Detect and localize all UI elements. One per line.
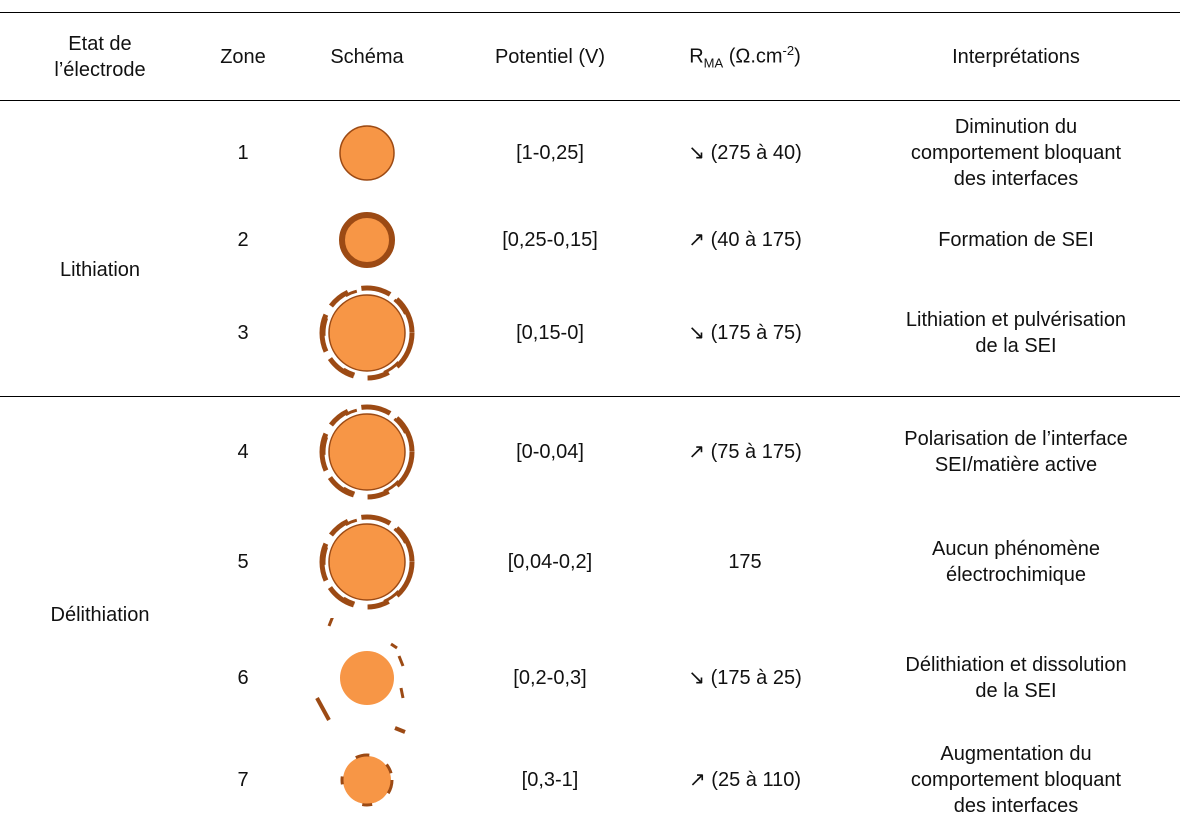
interpretation-line: Délithiation et dissolution <box>905 654 1127 676</box>
interpretation: Formation de SEI <box>860 195 1172 285</box>
header-resistance: RMA (Ω.cm-2) <box>650 14 840 100</box>
schema-part <box>319 285 415 381</box>
header-zone: Zone <box>220 46 266 68</box>
zone: 2 <box>237 229 249 251</box>
interpretation-line: Formation de SEI <box>938 229 1094 251</box>
resistance: ↗ (40 à 175) <box>688 229 802 251</box>
interpretation-line: Augmentation du <box>940 743 1092 765</box>
header-text: RMA (Ω.cm-2) <box>689 38 801 77</box>
schema <box>340 753 394 807</box>
zone: 6 <box>237 667 249 689</box>
schema-part <box>322 407 412 497</box>
schema-part <box>397 655 405 667</box>
resistance: ↗ (75 à 175) <box>688 441 802 463</box>
schema <box>319 514 415 610</box>
interpretation-line: électrochimique <box>945 564 1087 586</box>
header-interpretation: Interprétations <box>952 46 1080 68</box>
interpretation: Diminution du comportement bloquant des in… <box>860 108 1172 198</box>
schema-part <box>340 753 394 807</box>
close: ) <box>794 45 801 68</box>
potential: [0-0,04] <box>516 441 584 463</box>
schema-part <box>322 288 412 378</box>
schema-part <box>394 726 406 734</box>
zone: 7 <box>237 769 249 791</box>
interpretation: Polarisation de l’interface SEI/matière a… <box>860 407 1172 497</box>
header-schema: Schéma <box>330 46 404 68</box>
schema <box>319 404 415 500</box>
interpretation-line: de la SEI <box>975 335 1057 357</box>
interpretation-line: comportement bloquant <box>910 142 1122 164</box>
potential: [0,04-0,2] <box>507 551 593 573</box>
resistance: ↘ (175 à 75) <box>688 322 802 344</box>
potential: [0,3-1] <box>521 769 579 791</box>
interpretation-line: Polarisation de l’interface <box>904 428 1128 450</box>
header-state: Etat de l’électrode <box>10 14 190 100</box>
interpretation-line: de la SEI <box>975 680 1057 702</box>
resistance: ↗ (25 à 110) <box>688 769 801 791</box>
superscript: -2 <box>782 42 795 58</box>
schema-part <box>390 642 398 650</box>
zone: 1 <box>237 142 249 164</box>
interpretation-line: des interfaces <box>953 795 1079 817</box>
group-label: Délithiation <box>50 604 150 626</box>
schema-part <box>328 294 406 372</box>
interpretation: Lithiation et pulvérisation de la SEI <box>860 288 1172 378</box>
unit: (Ω.cm <box>728 45 783 68</box>
interpretation-line: Diminution du <box>954 116 1078 138</box>
schema <box>339 125 395 181</box>
schema-part <box>319 514 415 610</box>
resistance: ↘ (275 à 40) <box>688 142 802 164</box>
interpretation-line: SEI/matière active <box>934 454 1098 476</box>
zone: 4 <box>237 441 249 463</box>
interpretation-line: Lithiation et pulvérisation <box>905 309 1127 331</box>
header-rule <box>0 100 1180 101</box>
header-text: l’électrode <box>54 59 146 81</box>
interpretation-line: comportement bloquant <box>910 769 1122 791</box>
schema-part <box>319 404 415 500</box>
schema <box>339 212 395 268</box>
top-rule <box>0 12 1180 13</box>
schema-part <box>339 125 395 181</box>
schema <box>315 618 406 734</box>
interpretation-line: Aucun phénomène <box>932 538 1100 560</box>
schema-part <box>399 687 405 699</box>
schema-part <box>339 212 395 268</box>
schema-part <box>340 651 394 705</box>
group-label: Lithiation <box>59 259 141 281</box>
zone: 3 <box>237 322 249 344</box>
interpretation: Augmentation du comportement bloquant des … <box>860 735 1172 825</box>
resistance: ↘ (175 à 25) <box>688 667 802 689</box>
schema-part <box>328 413 406 491</box>
resistance: 175 <box>728 551 762 573</box>
group-rule <box>0 396 1180 397</box>
symbol: R <box>689 45 704 68</box>
schema-part <box>322 517 412 607</box>
schema-part <box>343 756 391 804</box>
potential: [0,15-0] <box>516 322 584 344</box>
interpretation: Délithiation et dissolution de la SEI <box>860 633 1172 723</box>
schema-part <box>327 618 334 627</box>
potential: [0,2-0,3] <box>513 667 587 689</box>
header-text: Etat de <box>68 33 132 55</box>
schema <box>319 285 415 381</box>
interpretation: Aucun phénomène électrochimique <box>860 517 1172 607</box>
schema-part <box>328 523 406 601</box>
schema-part <box>315 697 331 721</box>
subscript: MA <box>703 55 724 71</box>
potential: [0,25-0,15] <box>502 229 598 251</box>
zone: 5 <box>237 551 249 573</box>
potential: [1-0,25] <box>516 142 584 164</box>
interpretation-line: des interfaces <box>953 168 1079 190</box>
header-potential: Potentiel (V) <box>494 46 606 68</box>
